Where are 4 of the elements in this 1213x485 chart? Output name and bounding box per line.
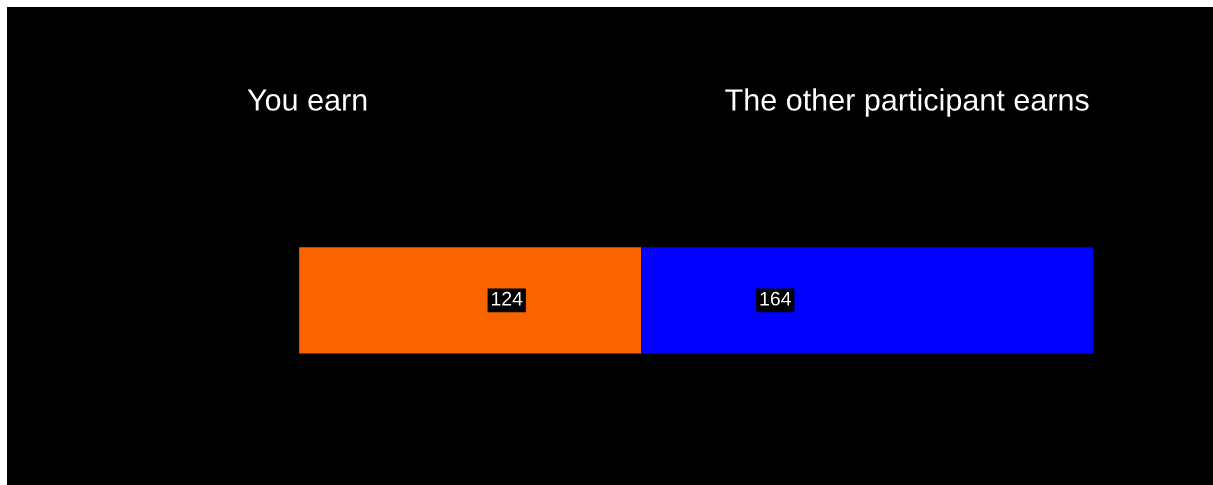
text: You earn (247, 89, 367, 111)
text: The other participant earns (725, 88, 1089, 117)
data-label: 164 (760, 291, 791, 306)
data-label: 124 (492, 291, 523, 306)
